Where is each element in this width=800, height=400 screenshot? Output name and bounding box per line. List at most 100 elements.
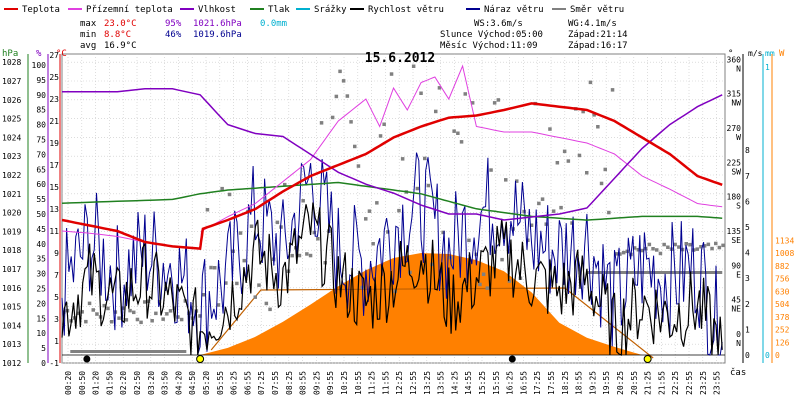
wind-direction-point [500, 257, 504, 262]
wind-direction-point [695, 247, 699, 251]
x-tick: 00:50 [78, 371, 87, 395]
x-tick: 13:55 [437, 371, 446, 395]
wind-direction-point [489, 168, 493, 172]
wind-direction-point [706, 242, 711, 247]
wind-direction-point [305, 252, 309, 256]
humidity-tick: 70 [36, 150, 46, 159]
wind-direction-point [106, 306, 110, 311]
x-tick: 19:25 [588, 371, 597, 395]
wind-direction-point [607, 210, 611, 215]
wind-direction-point [312, 230, 316, 235]
wind-tick: 7 [745, 172, 750, 181]
x-tick: 09:55 [326, 371, 335, 395]
wind-direction-point [397, 208, 401, 213]
humidity-tick: 25 [36, 285, 46, 294]
wind-direction-point [139, 320, 143, 325]
x-tick: 04:20 [174, 371, 183, 395]
humidity-tick: 5 [41, 344, 46, 353]
wind-direction-point [551, 209, 556, 213]
x-tick: 04:50 [188, 371, 197, 395]
humidity-tick: 60 [36, 180, 46, 189]
solar-area [200, 253, 648, 355]
wind-direction-point [209, 265, 213, 270]
wind-direction-point [588, 80, 593, 85]
pressure-tick: 1026 [2, 96, 21, 105]
temperature-tick: 1 [54, 337, 59, 346]
humidity-tick: 100 [32, 61, 47, 70]
humidity-tick: 15 [36, 314, 46, 323]
wind-direction-point [76, 311, 81, 316]
humidity-tick: 95 [36, 76, 46, 85]
humidity-tick: 35 [36, 255, 46, 264]
wind-direction-point [481, 272, 486, 276]
stat-min-humidity: 46% [165, 30, 182, 40]
wind-tick: 1 [745, 325, 750, 334]
humidity-tick: 20 [36, 299, 46, 308]
wind-direction-point [699, 245, 703, 249]
wind-direction-point [179, 317, 184, 322]
wind-direction-point [559, 205, 563, 210]
x-tick: 14:25 [450, 371, 459, 395]
wind-tick: 4 [745, 249, 750, 258]
x-tick: 19:55 [602, 371, 611, 395]
pressure-tick: 1027 [2, 77, 21, 86]
wind-direction-point [618, 252, 622, 256]
humidity-tick: 30 [36, 270, 46, 279]
wind-direction-point [415, 186, 420, 191]
wind-axis-label: m/s [748, 49, 763, 58]
x-tick: 20:25 [616, 371, 625, 395]
direction-tick-compass: S [736, 202, 741, 211]
x-tick: 00:20 [64, 371, 73, 395]
pressure-tick: 1025 [2, 115, 21, 124]
pressure-tick: 1023 [2, 152, 21, 161]
x-tick: 22:55 [685, 371, 694, 395]
wind-direction-point [577, 153, 582, 158]
stat-avg-temp: 16.9°C [104, 41, 137, 51]
wind-direction-point [224, 281, 228, 285]
wind-direction-point [290, 253, 294, 258]
direction-tick-compass: N [736, 64, 741, 73]
direction-tick-compass: N [736, 339, 741, 348]
wind-direction-point [220, 186, 224, 191]
wind-direction-point [375, 201, 379, 205]
wind-direction-point [456, 131, 460, 135]
wind-direction-point [658, 251, 663, 256]
wind-direction-point [662, 242, 666, 247]
x-tick: 09:25 [312, 371, 321, 395]
humidity-tick: 75 [36, 136, 46, 145]
temperature-tick: 25 [49, 73, 59, 82]
pressure-tick: 1016 [2, 284, 21, 293]
wind-direction-point [441, 230, 445, 235]
x-tick: 08:55 [299, 371, 308, 395]
direction-tick: 135 [727, 227, 742, 236]
legend-label: Směr větru [570, 5, 624, 15]
wind-direction-point [242, 258, 246, 263]
wind-direction-point [721, 243, 725, 248]
wind-direction-point [666, 245, 670, 249]
wind-direction-point [673, 242, 677, 247]
temperature-axis-label: °C [56, 49, 67, 59]
wind-direction-point [599, 181, 604, 186]
stat-max-rain: 0.0mm [260, 19, 287, 29]
wind-direction-point [400, 157, 405, 161]
wind-direction-point [308, 253, 313, 258]
x-tick: 02:20 [119, 371, 128, 395]
wind-direction-point [264, 301, 269, 306]
temperature-tick: 3 [54, 315, 59, 324]
x-tick: 12:25 [395, 371, 404, 395]
stat-max-temp: 23.0°C [104, 19, 137, 29]
wind-direction-point [585, 171, 589, 175]
wind-direction-point [566, 159, 571, 163]
solar-tick: 126 [775, 338, 790, 347]
wind-direction-point [655, 248, 659, 252]
x-tick: 16:25 [506, 371, 515, 395]
wind-direction-point [684, 242, 688, 246]
solar-tick: 756 [775, 275, 790, 284]
x-tick: 03:50 [161, 371, 170, 395]
wind-direction-point [124, 318, 129, 322]
x-tick: 21:25 [644, 371, 653, 395]
stat-max-label: max [80, 19, 97, 29]
wind-direction-point [143, 300, 147, 304]
stat-max-pressure: 1021.6hPa [193, 19, 242, 29]
wind-direction-point [426, 183, 431, 188]
